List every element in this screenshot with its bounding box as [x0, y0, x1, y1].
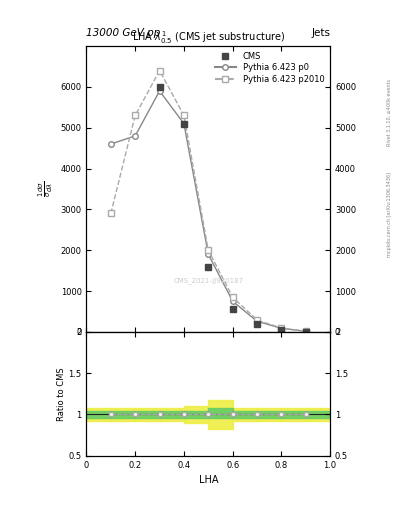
X-axis label: LHA: LHA: [198, 475, 218, 485]
Text: 13000 GeV pp: 13000 GeV pp: [86, 28, 161, 38]
Text: Rivet 3.1.10, ≥400k events: Rivet 3.1.10, ≥400k events: [387, 79, 392, 146]
Y-axis label: $\frac{1}{\sigma}\frac{d\sigma}{d\lambda}$: $\frac{1}{\sigma}\frac{d\sigma}{d\lambda…: [37, 181, 55, 197]
Legend: CMS, Pythia 6.423 p0, Pythia 6.423 p2010: CMS, Pythia 6.423 p0, Pythia 6.423 p2010: [213, 50, 326, 86]
Text: CMS_2021-JJ920187: CMS_2021-JJ920187: [173, 277, 243, 284]
Y-axis label: Ratio to CMS: Ratio to CMS: [57, 367, 66, 420]
Title: LHA $\lambda^{1}_{0.5}$ (CMS jet substructure): LHA $\lambda^{1}_{0.5}$ (CMS jet substru…: [132, 29, 285, 46]
Text: Jets: Jets: [311, 28, 330, 38]
Text: mcplots.cern.ch [arXiv:1306.3436]: mcplots.cern.ch [arXiv:1306.3436]: [387, 173, 392, 258]
